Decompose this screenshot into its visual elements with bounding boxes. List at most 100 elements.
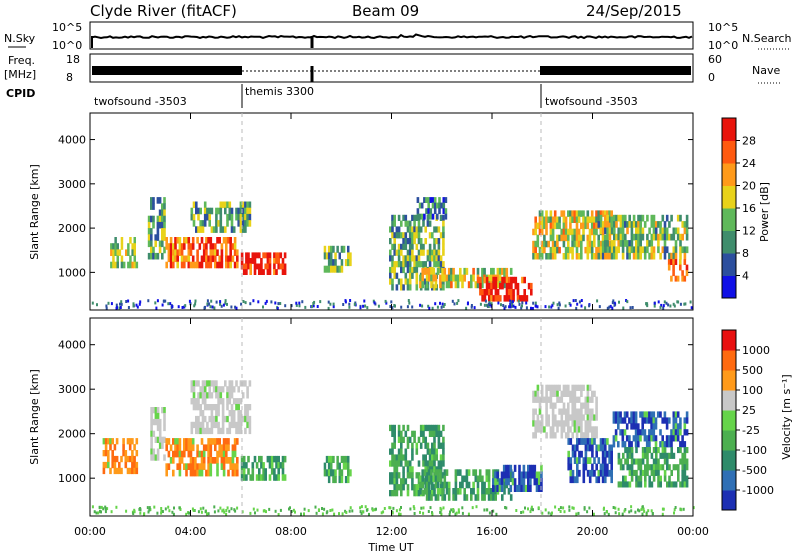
data-cell (536, 390, 540, 397)
data-cell (400, 460, 403, 467)
data-cell (211, 243, 215, 250)
data-cell (513, 484, 517, 492)
data-cell (208, 427, 211, 435)
ground-scatter-cell (631, 306, 634, 309)
data-cell (442, 472, 445, 479)
data-cell (456, 488, 460, 495)
data-cell (120, 243, 124, 250)
data-cell (554, 402, 557, 409)
data-cell (573, 402, 577, 409)
data-cell (178, 463, 182, 470)
data-cell (327, 455, 331, 463)
data-cell (431, 484, 434, 491)
data-cell (233, 249, 237, 256)
data-cell (217, 421, 220, 429)
data-cell (426, 255, 430, 262)
data-cell (652, 214, 656, 222)
velocity-ylabel: Slant Range [km] (28, 369, 41, 465)
ground-scatter-cell (682, 507, 685, 511)
data-cell (554, 384, 557, 391)
data-cell (578, 457, 581, 464)
data-cell (613, 227, 616, 235)
data-cell (612, 441, 616, 448)
data-cell (334, 252, 337, 260)
ground-scatter-cell (380, 511, 383, 515)
data-cell (229, 255, 232, 263)
colorbar-segment (722, 230, 736, 254)
data-cell (654, 423, 658, 430)
data-cell (630, 417, 633, 424)
data-cell (242, 269, 246, 275)
data-cell (150, 252, 153, 260)
data-cell (187, 438, 191, 445)
data-cell (340, 476, 344, 484)
data-cell (545, 390, 548, 397)
data-cell (251, 252, 255, 259)
data-cell (338, 476, 341, 484)
data-cell (652, 246, 656, 254)
data-cell (426, 424, 430, 432)
data-cell (201, 386, 205, 393)
colorbar-segment (722, 350, 736, 371)
data-cell (648, 429, 651, 436)
ground-scatter-cell (360, 512, 363, 515)
data-cell (635, 240, 638, 247)
data-cell (228, 392, 232, 399)
data-cell (221, 226, 225, 233)
data-cell (672, 264, 675, 271)
data-cell (556, 222, 559, 230)
data-cell (169, 255, 173, 263)
ground-scatter-cell (235, 306, 238, 310)
data-cell (621, 429, 625, 436)
ground-scatter-cell (487, 305, 490, 308)
data-cell (571, 432, 574, 439)
data-cell (433, 454, 436, 461)
data-cell (429, 213, 433, 220)
data-cell (685, 270, 689, 277)
data-cell (393, 436, 396, 443)
data-cell (553, 216, 557, 223)
ground-scatter-cell (536, 305, 539, 309)
data-cell (154, 454, 158, 461)
data-cell (190, 207, 194, 215)
data-cell (659, 475, 662, 482)
data-cell (347, 252, 350, 260)
colorbar-tick-label: 24 (742, 157, 756, 170)
data-cell (538, 408, 542, 415)
data-cell (419, 249, 423, 256)
data-cell (551, 408, 555, 415)
data-cell (207, 469, 210, 477)
data-cell (560, 414, 564, 421)
data-cell (593, 390, 596, 397)
data-cell (483, 488, 486, 495)
data-cell (404, 238, 408, 245)
data-cell (391, 424, 394, 432)
data-cell (395, 472, 399, 479)
ground-scatter-cell (440, 305, 443, 309)
data-cell (438, 197, 441, 203)
data-cell (551, 420, 555, 427)
data-cell (221, 415, 225, 423)
data-cell (617, 227, 620, 235)
data-cell (120, 237, 124, 244)
data-cell (619, 240, 623, 247)
data-cell (630, 447, 634, 454)
data-cell (169, 261, 173, 269)
data-cell (472, 488, 475, 495)
data-cell (681, 221, 684, 228)
data-cell (663, 417, 667, 424)
data-cell (577, 216, 581, 223)
data-cell (191, 438, 195, 445)
data-cell (338, 252, 341, 260)
data-cell (630, 452, 634, 459)
data-cell (217, 427, 220, 435)
data-cell (545, 216, 548, 223)
data-cell (516, 484, 519, 492)
data-cell (623, 417, 627, 424)
ground-scatter-cell (197, 510, 200, 514)
data-cell (613, 221, 616, 228)
ground-scatter-cell (457, 508, 460, 512)
data-cell (342, 245, 346, 253)
data-cell (443, 274, 447, 282)
data-cell (219, 398, 223, 405)
